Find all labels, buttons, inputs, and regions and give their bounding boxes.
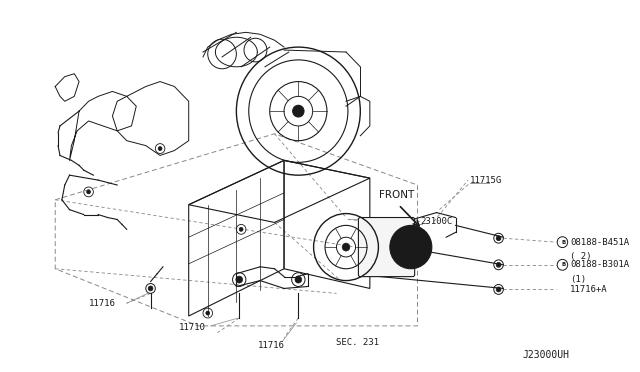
Circle shape bbox=[239, 227, 243, 231]
Circle shape bbox=[342, 243, 350, 251]
Text: SEC. 231: SEC. 231 bbox=[337, 338, 380, 347]
Text: 11715G: 11715G bbox=[470, 176, 502, 185]
Circle shape bbox=[496, 236, 501, 241]
Circle shape bbox=[292, 105, 304, 117]
Text: B: B bbox=[561, 240, 566, 245]
Circle shape bbox=[236, 276, 243, 283]
Circle shape bbox=[496, 262, 501, 267]
Text: FRONT: FRONT bbox=[380, 190, 415, 200]
Circle shape bbox=[496, 287, 501, 292]
Circle shape bbox=[206, 311, 210, 315]
Circle shape bbox=[86, 190, 90, 194]
Circle shape bbox=[158, 147, 162, 151]
Text: (1): (1) bbox=[570, 275, 586, 284]
Text: 08188-B301A: 08188-B301A bbox=[570, 260, 629, 269]
Text: 11710: 11710 bbox=[179, 323, 206, 332]
Text: 11716: 11716 bbox=[259, 341, 285, 350]
Text: B: B bbox=[561, 262, 566, 267]
Text: 11716+A: 11716+A bbox=[570, 285, 608, 294]
FancyBboxPatch shape bbox=[358, 218, 415, 277]
Circle shape bbox=[390, 225, 432, 269]
Text: 11716: 11716 bbox=[88, 299, 115, 308]
Text: ( 2): ( 2) bbox=[570, 253, 591, 262]
Circle shape bbox=[295, 276, 301, 283]
Text: 08188-B451A: 08188-B451A bbox=[570, 238, 629, 247]
Text: 23100C: 23100C bbox=[420, 217, 452, 226]
Circle shape bbox=[148, 286, 153, 291]
Text: J23000UH: J23000UH bbox=[522, 350, 570, 360]
